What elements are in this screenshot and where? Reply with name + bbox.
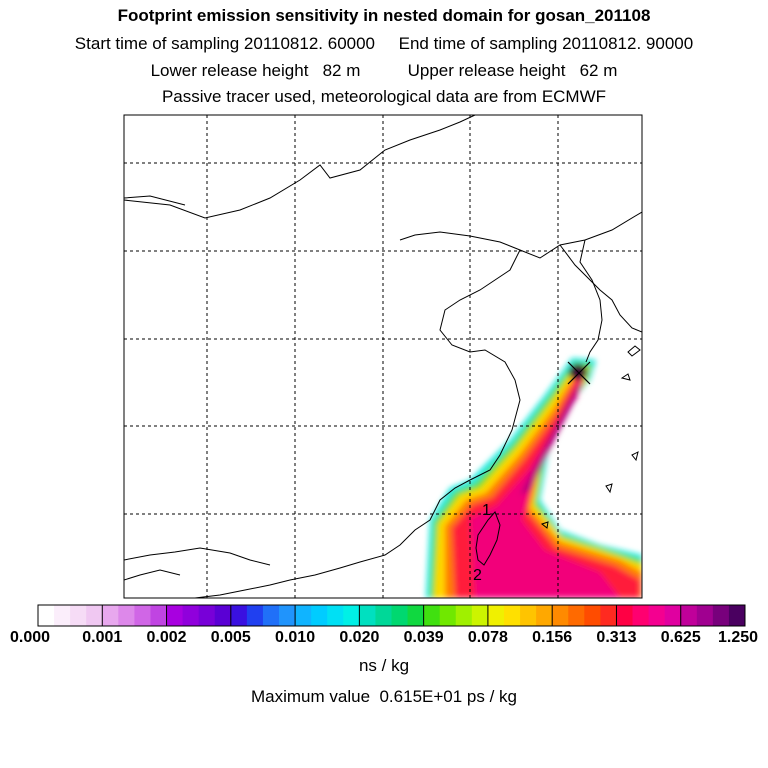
colorbar-cell [584,605,601,626]
colorbar-cell [375,605,392,626]
colorbar-cell [198,605,216,626]
colorbar-cell [712,605,730,626]
colorbar-cell [632,605,650,626]
chart-title: Footprint emission sensitivity in nested… [117,6,651,25]
colorbar-cell [359,605,376,626]
tracer-info-line: Passive tracer used, meteorological data… [161,87,607,106]
colorbar-cell [536,605,553,626]
colorbar-cell [262,605,280,626]
colorbar-cell [487,605,505,626]
colorbar-cell [166,605,184,626]
colorbar-tick-label: 0.020 [339,629,380,646]
colorbar-cell [520,605,537,626]
colorbar-cell [311,605,328,626]
colorbar-cell [295,605,312,626]
colorbar-cell [455,605,473,626]
colorbar-tick-label: 1.250 [717,629,759,646]
receptor-marker [567,361,591,385]
colorbar-cell [680,605,698,626]
plume-magenta [470,380,620,598]
colorbar-cell [423,605,441,626]
colorbar-cell [664,605,682,626]
plume [426,358,642,598]
colorbar-tick-label: 0.078 [467,629,508,646]
grid-lines [124,115,642,598]
colorbar-cell [214,605,232,626]
colorbar-cell [471,605,489,626]
colorbar-tick-label: 0.000 [9,629,51,646]
colorbar-cell [343,605,360,626]
colorbar-tick-label: 0.625 [660,629,701,646]
colorbar-cell [70,605,87,626]
colorbar-cell [648,605,666,626]
colorbar-cell [407,605,425,626]
colorbar-cell [600,605,617,626]
colorbar-tick-label: 0.005 [210,629,251,646]
colorbar-cell [182,605,200,626]
colorbar-cell [86,605,103,626]
colorbar-tick-label: 0.313 [596,629,637,646]
colorbar-cell [150,605,168,626]
colorbar-cell [552,605,569,626]
colorbar-cell [616,605,634,626]
colorbar-tick-label: 0.156 [532,629,573,646]
colorbar-cell [728,605,746,626]
colorbar-cell [439,605,457,626]
colorbar-cell [54,605,71,626]
colorbar-units: ns / kg [358,656,410,675]
sampling-time-line: Start time of sampling 20110812. 60000 E… [74,34,694,53]
colorbar-cell [134,605,151,626]
release-height-line: Lower release height 82 m Upper release … [150,61,618,80]
colorbar-cell [230,605,248,626]
colorbar-cell [327,605,344,626]
colorbar-cell [279,605,296,626]
colorbar-tick-label: 0.002 [146,629,187,646]
max-value-text: Maximum value 0.615E+01 ps / kg [251,687,517,706]
colorbar-tick-label: 0.001 [82,629,123,646]
colorbar-cell [246,605,264,626]
colorbar-tick-label: 0.039 [403,629,444,646]
marker-label-2: 2 [473,567,482,584]
map-frame [123,114,643,599]
colorbar-cell [102,605,119,626]
colorbar-cell [568,605,585,626]
marker-label-1: 1 [482,502,491,519]
colorbar-frame [37,604,746,627]
colorbar-cell [503,605,521,626]
colorbar-tick-label: 0.010 [275,629,316,646]
plume-purple [520,382,582,495]
colorbar-cell [391,605,409,626]
colorbar-cell [38,605,55,626]
colorbar-cell [696,605,714,626]
colorbar-cell [118,605,135,626]
colorbar [38,605,746,626]
